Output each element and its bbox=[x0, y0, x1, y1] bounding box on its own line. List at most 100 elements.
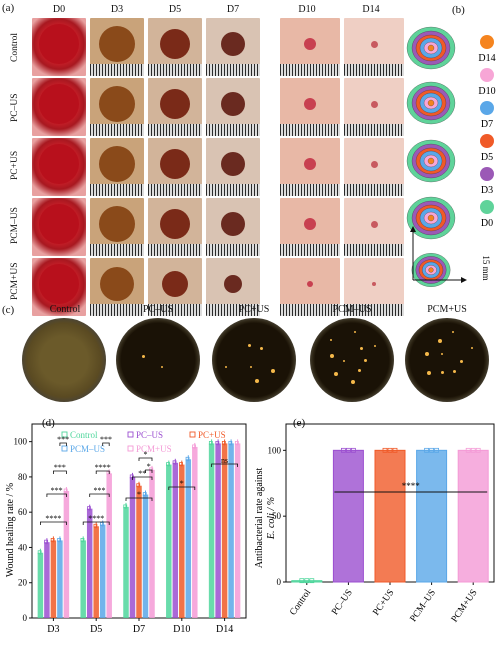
x-tick-label: D10 bbox=[173, 624, 190, 635]
bar bbox=[80, 540, 86, 618]
legend-label: PCM–US bbox=[70, 444, 105, 454]
ruler bbox=[344, 124, 404, 136]
wound-trace-d14 bbox=[427, 157, 435, 165]
day-header: D7 bbox=[226, 4, 240, 15]
ruler bbox=[280, 304, 340, 316]
wound-photo bbox=[148, 138, 202, 196]
wound-photo bbox=[344, 138, 404, 196]
bacterial-colony bbox=[254, 378, 259, 383]
agar-plate bbox=[405, 318, 489, 402]
wound-trace-d14 bbox=[427, 99, 435, 107]
ruler bbox=[206, 124, 260, 136]
bar bbox=[221, 443, 228, 618]
bar bbox=[50, 540, 57, 618]
legend-label: Control bbox=[70, 430, 98, 440]
data-point bbox=[87, 506, 91, 511]
bacterial-colony bbox=[224, 365, 227, 368]
data-point bbox=[341, 447, 346, 453]
ruler bbox=[280, 64, 340, 76]
wound-area bbox=[304, 158, 316, 171]
legend-marker bbox=[127, 431, 134, 438]
data-point bbox=[50, 537, 55, 542]
wound-photo bbox=[148, 18, 202, 76]
data-point bbox=[136, 483, 141, 488]
wound-photo bbox=[32, 18, 86, 76]
agar-plate bbox=[212, 318, 296, 402]
wound-photo bbox=[206, 258, 260, 316]
bacterial-colony bbox=[247, 344, 251, 348]
wound-area bbox=[160, 89, 190, 120]
bacterial-colony bbox=[424, 352, 429, 357]
scale-arrow-right-icon bbox=[461, 277, 467, 283]
bar bbox=[374, 449, 406, 583]
bar bbox=[142, 494, 149, 618]
bar bbox=[129, 476, 136, 618]
significance-bracket bbox=[132, 476, 153, 480]
wound-photo bbox=[32, 138, 86, 196]
wound-photo bbox=[90, 78, 144, 136]
wound-photo bbox=[344, 258, 404, 316]
bar bbox=[123, 506, 129, 618]
wound-photo bbox=[280, 138, 340, 196]
wound-photo bbox=[148, 198, 202, 256]
legend-label: D7 bbox=[481, 119, 493, 130]
significance-bracket bbox=[82, 521, 110, 525]
ruler bbox=[148, 64, 202, 76]
group-row-label: PCM–US bbox=[10, 207, 20, 244]
significance-label: * bbox=[137, 490, 141, 499]
wound-photo bbox=[344, 198, 404, 256]
bacterial-colony bbox=[451, 330, 454, 333]
wound-area bbox=[370, 100, 378, 108]
wound-area bbox=[99, 26, 135, 63]
bar bbox=[179, 464, 185, 618]
wound-area bbox=[39, 84, 79, 125]
significance-bracket bbox=[40, 521, 67, 525]
y-axis-label: Wound healing rate / % bbox=[5, 483, 16, 577]
legend-label: D14 bbox=[478, 53, 495, 64]
panel-label-b: (b) bbox=[452, 4, 465, 16]
bacterial-colony bbox=[271, 368, 276, 373]
data-point bbox=[309, 578, 315, 584]
significance-bracket bbox=[138, 457, 153, 461]
wound-trace-panel: D14 D10 D7 D5 D3 D0 15 mm bbox=[406, 26, 496, 287]
significance-label: ns bbox=[221, 456, 228, 465]
data-point bbox=[93, 523, 98, 528]
agar-plate bbox=[116, 318, 200, 402]
significance-label: **** bbox=[88, 514, 104, 523]
ruler bbox=[344, 304, 404, 316]
bar bbox=[332, 449, 364, 583]
data-point bbox=[465, 447, 471, 453]
bacterial-colony bbox=[260, 346, 264, 350]
agar-plate bbox=[22, 318, 106, 402]
bar bbox=[37, 552, 44, 618]
dish-label: PCM+US bbox=[427, 304, 467, 315]
bacterial-colony bbox=[364, 358, 368, 362]
bacterial-colony bbox=[334, 371, 339, 376]
bacterial-colony bbox=[360, 346, 363, 350]
wound-photo bbox=[32, 258, 86, 316]
data-point bbox=[149, 467, 154, 472]
legend-label: PC+US bbox=[198, 430, 226, 440]
data-point bbox=[185, 456, 190, 461]
legend-label: PC–US bbox=[136, 430, 163, 440]
wound-area bbox=[39, 144, 79, 185]
y-tick-label: 0 bbox=[277, 577, 282, 587]
wound-area bbox=[304, 218, 316, 231]
x-tick-label: D7 bbox=[133, 624, 145, 635]
wound-photo bbox=[206, 78, 260, 136]
significance-bracket bbox=[125, 497, 153, 501]
wound-area bbox=[221, 212, 245, 237]
wound-photo bbox=[206, 198, 260, 256]
bar bbox=[215, 443, 221, 618]
ruler bbox=[148, 244, 202, 256]
data-point bbox=[228, 440, 233, 445]
wound-area bbox=[307, 281, 313, 288]
y-axis-label-line2: E. coli / % bbox=[266, 497, 277, 540]
ruler bbox=[148, 124, 202, 136]
wound-photo bbox=[148, 78, 202, 136]
panel-label-a: (a) bbox=[2, 2, 15, 14]
day-header: D14 bbox=[362, 4, 380, 15]
bar bbox=[106, 473, 112, 618]
wound-area bbox=[221, 32, 245, 57]
significance-bracket bbox=[102, 442, 110, 446]
